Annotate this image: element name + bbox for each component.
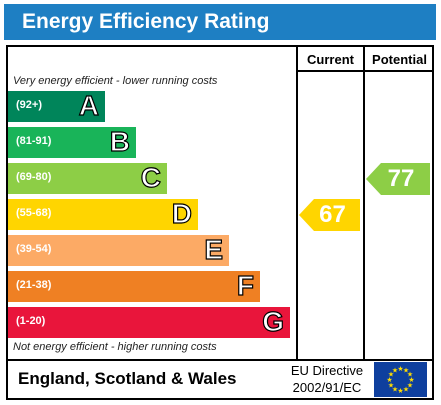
flag-star-icon: ★ — [407, 371, 413, 379]
footer-region: England, Scotland & Wales — [18, 369, 237, 388]
flag-star-icon: ★ — [392, 366, 398, 374]
band-letter: D — [171, 197, 192, 229]
band-letter: E — [204, 233, 224, 265]
band-letter: B — [109, 125, 130, 157]
flag-star-icon: ★ — [388, 371, 394, 379]
footer-divider — [6, 359, 434, 361]
band-g: (1-20) G — [8, 305, 290, 338]
band-range-label: (21-38) — [16, 279, 52, 291]
band-e: (39-54) E — [8, 233, 229, 266]
eu-flag-icon: ★ ★ ★ ★ ★ ★ ★ ★ ★ ★ ★ ★ — [374, 362, 427, 397]
flag-star-icon: ★ — [408, 376, 414, 384]
eu-directive-line1: EU Directive — [290, 363, 364, 378]
page-title: Energy Efficiency Rating — [22, 10, 270, 33]
column-divider-current — [296, 45, 298, 361]
title-bar: Energy Efficiency Rating — [4, 4, 436, 40]
flag-star-icon: ★ — [392, 386, 398, 394]
chart-frame — [6, 45, 434, 400]
band-f: (21-38) F — [8, 269, 260, 302]
flag-star-icon: ★ — [388, 382, 394, 390]
band-a: (92+) A — [8, 89, 105, 122]
eu-directive: EU Directive 2002/91/EC — [285, 362, 369, 396]
current-column-header: Current — [307, 52, 354, 67]
band-letter: C — [140, 161, 161, 193]
band-range-label: (55-68) — [16, 207, 52, 219]
flag-star-icon: ★ — [403, 386, 409, 394]
flag-star-icon: ★ — [403, 366, 409, 374]
bottom-note: Not energy efficient - higher running co… — [13, 341, 217, 353]
band-c: (69-80) C — [8, 161, 167, 194]
band-range-label: (81-91) — [16, 135, 52, 147]
band-b: (81-91) B — [8, 125, 136, 158]
flag-star-icon: ★ — [386, 376, 392, 384]
flag-star-icon: ★ — [397, 365, 403, 373]
band-d: (55-68) D — [8, 197, 198, 230]
band-range-label: (1-20) — [16, 315, 46, 327]
flag-star-icon: ★ — [397, 387, 403, 395]
flag-star-icon: ★ — [407, 382, 413, 390]
band-letter: G — [262, 305, 285, 337]
band-range-label: (69-80) — [16, 171, 52, 183]
potential-rating-value: 77 — [387, 165, 415, 192]
column-divider-potential — [363, 45, 365, 361]
current-rating-arrow: 67 — [299, 199, 360, 231]
header-underline — [296, 70, 434, 72]
band-range-label: (92+) — [16, 99, 42, 111]
top-note: Very energy efficient - lower running co… — [13, 75, 218, 87]
potential-column-header: Potential — [372, 52, 427, 67]
potential-rating-arrow: 77 — [366, 163, 430, 195]
band-range-label: (39-54) — [16, 243, 52, 255]
band-letter: A — [78, 89, 99, 121]
band-letter: F — [236, 269, 254, 301]
eu-directive-line2: 2002/91/EC — [292, 380, 362, 395]
current-rating-value: 67 — [319, 201, 346, 228]
